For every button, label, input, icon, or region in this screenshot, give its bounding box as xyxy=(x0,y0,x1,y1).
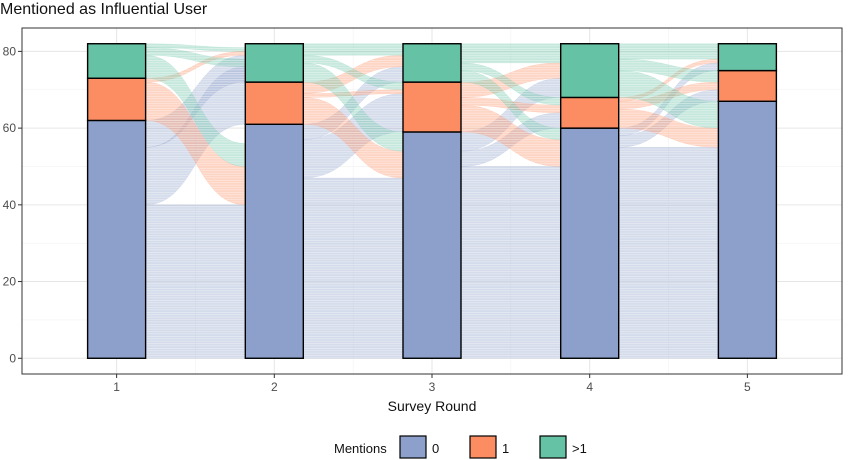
legend-key xyxy=(399,435,427,459)
chart-title: Mentioned as Influential User xyxy=(0,1,208,18)
legend-key xyxy=(539,435,567,459)
stratum-bar xyxy=(244,43,305,83)
legend-label: 0 xyxy=(432,441,439,456)
flow-ribbon xyxy=(618,147,719,359)
stratum-bar xyxy=(559,43,620,99)
x-tick-label: 1 xyxy=(113,380,120,394)
flow-ribbon xyxy=(618,43,719,60)
legend-key xyxy=(469,435,497,459)
flow-ribbon xyxy=(303,43,404,56)
stratum-bar xyxy=(559,127,620,359)
flow-ribbon xyxy=(460,43,561,64)
stratum-bar xyxy=(717,43,778,72)
stratum-bars xyxy=(86,43,778,359)
stratum-bar xyxy=(402,81,462,133)
flow-ribbon xyxy=(460,166,561,359)
stratum-bar xyxy=(244,123,305,359)
y-tick-label: 60 xyxy=(3,121,17,135)
stratum-bar xyxy=(717,100,778,359)
stratum-bar xyxy=(402,131,462,359)
stratum-bar xyxy=(86,77,147,122)
stratum-bar xyxy=(86,43,147,79)
flow-ribbon xyxy=(145,204,246,359)
x-axis-title: Survey Round xyxy=(388,398,477,414)
stratum-bar xyxy=(402,43,462,83)
stratum-bar xyxy=(717,69,778,102)
alluvial-flows xyxy=(145,43,719,359)
x-tick-label: 2 xyxy=(271,380,278,394)
legend-label: >1 xyxy=(572,441,587,456)
y-tick-label: 20 xyxy=(3,275,17,289)
legend: Mentions 0 1 >1 xyxy=(334,435,587,459)
y-tick-label: 80 xyxy=(3,44,17,58)
stratum-bar xyxy=(86,119,147,359)
legend-title: Mentions xyxy=(334,441,387,456)
axes: 0 20 40 60 80 1 2 3 4 5 xyxy=(3,44,751,394)
flow-ribbon xyxy=(303,177,404,359)
stratum-bar xyxy=(559,96,620,129)
x-tick-label: 5 xyxy=(744,380,751,394)
y-tick-label: 40 xyxy=(3,198,17,212)
x-tick-label: 3 xyxy=(429,380,436,394)
legend-label: 1 xyxy=(502,441,509,456)
stratum-bar xyxy=(244,81,305,125)
x-tick-label: 4 xyxy=(586,380,593,394)
y-tick-label: 0 xyxy=(9,351,16,365)
